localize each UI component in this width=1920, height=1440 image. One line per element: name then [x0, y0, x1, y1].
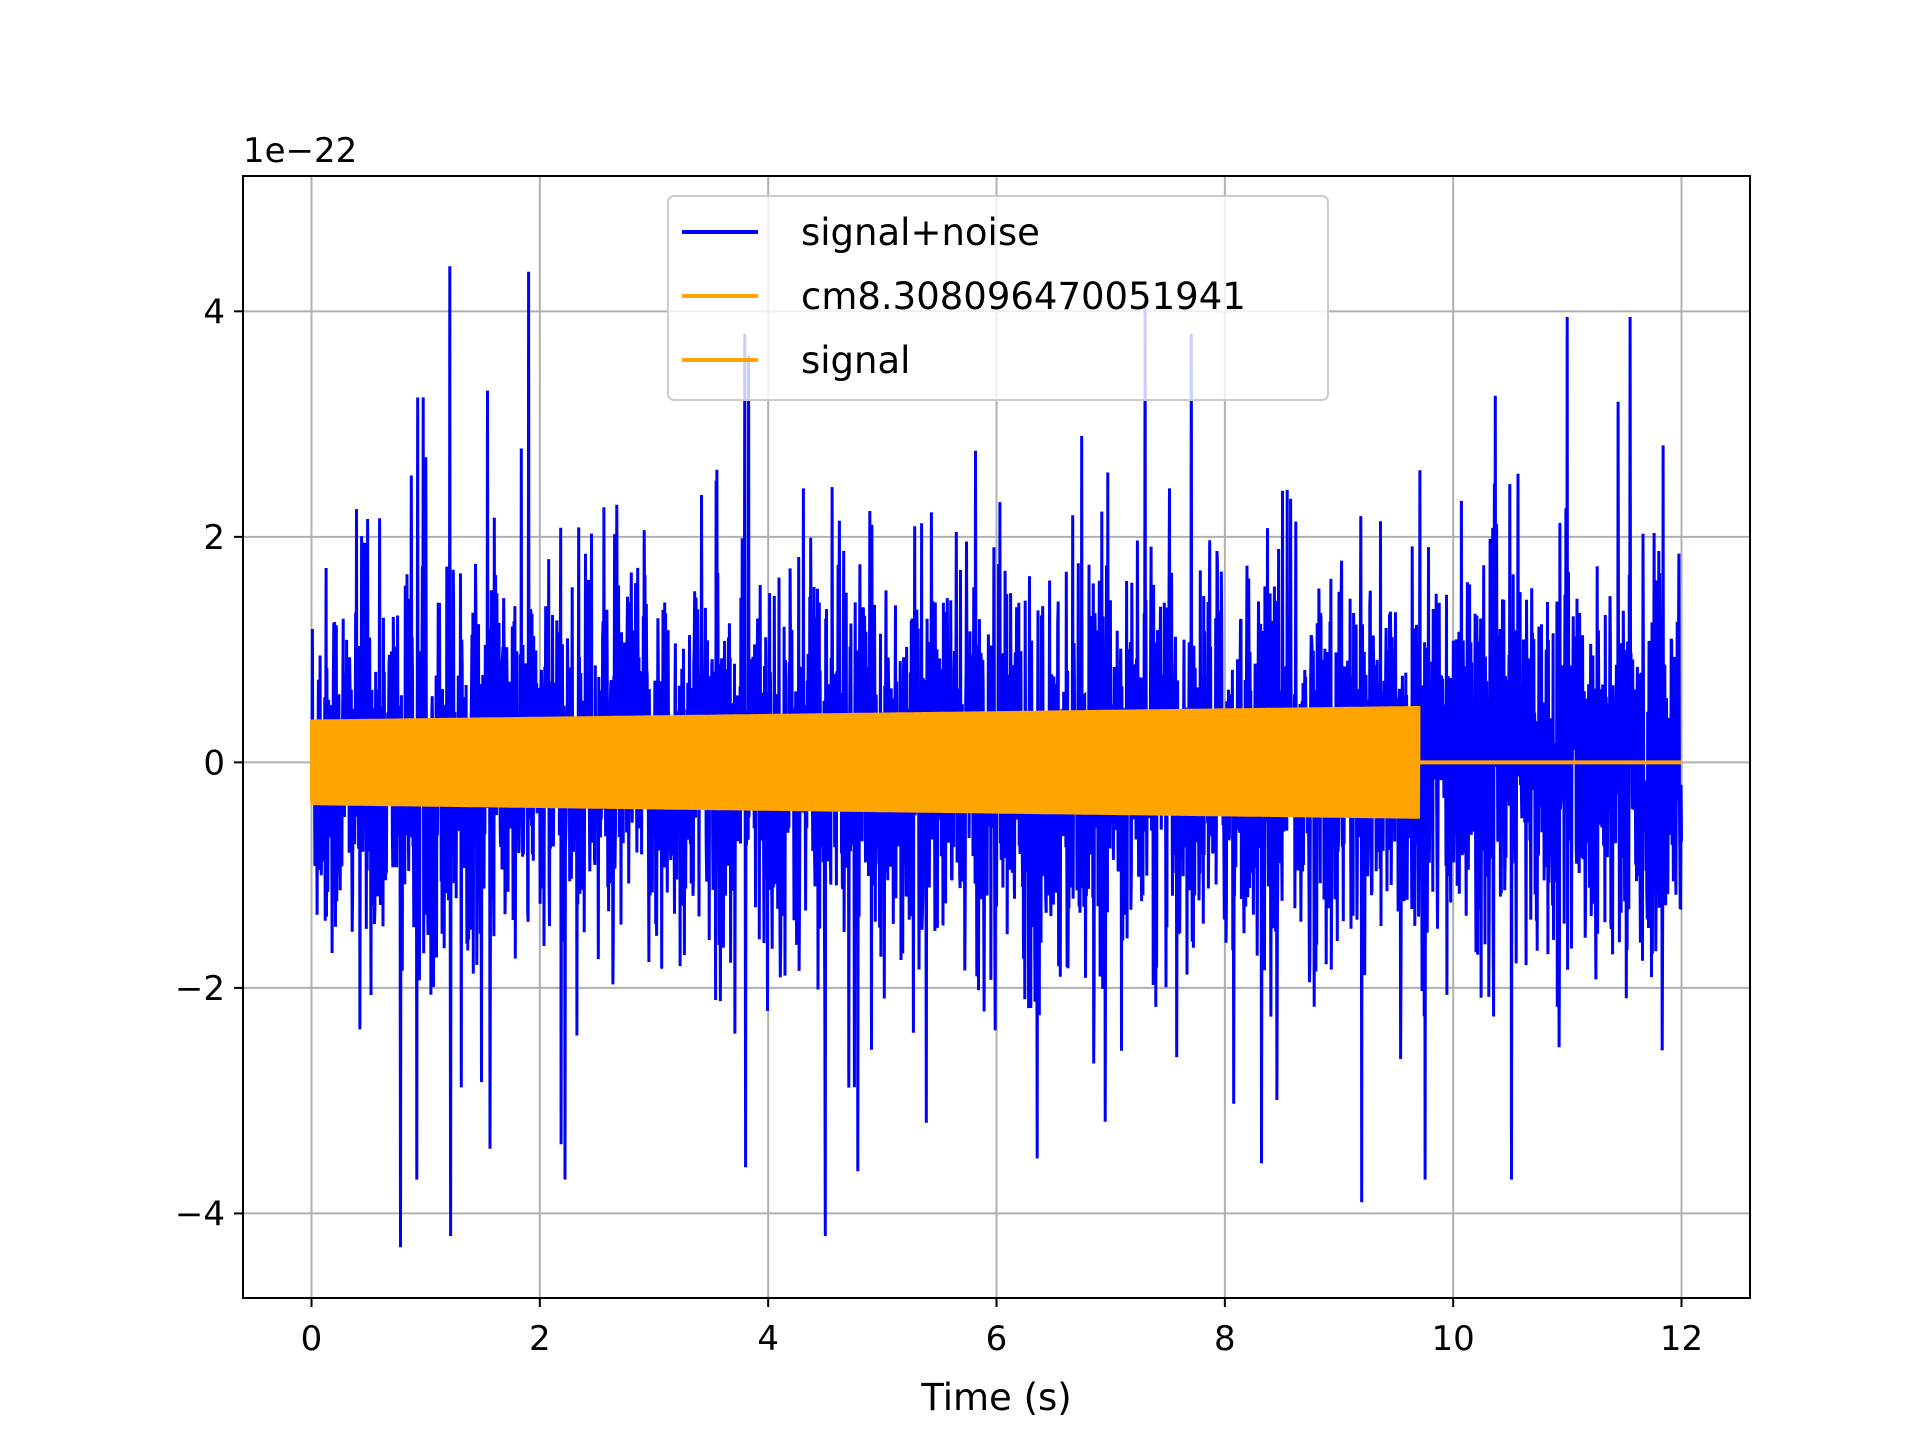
y-tick-label: 0: [203, 743, 225, 783]
legend: signal+noise cm8.308096470051941 signal: [667, 195, 1329, 401]
legend-box: [667, 195, 1329, 401]
y-tick-label: 2: [203, 518, 225, 558]
x-tick-label: 2: [529, 1319, 551, 1359]
series-layer: [310, 266, 1683, 1248]
x-tick-label: 12: [1660, 1319, 1703, 1359]
y-tick-label: −2: [175, 969, 225, 1009]
legend-label-signal-noise: signal+noise: [801, 211, 1040, 254]
x-tick-label: 4: [757, 1319, 779, 1359]
x-tick-label: 6: [986, 1319, 1008, 1359]
legend-label-signal: signal: [801, 339, 910, 382]
legend-label-cm: cm8.308096470051941: [801, 275, 1246, 318]
y-tick-label: 4: [203, 292, 225, 332]
x-tick-label: 10: [1432, 1319, 1475, 1359]
tick-layer: 0 2 4 6 8 10 12 −4 −2 0 2 4: [175, 292, 1703, 1359]
series-signal-noise-line: [310, 266, 1683, 1248]
y-tick-label: −4: [175, 1194, 225, 1234]
x-tick-label: 0: [301, 1319, 323, 1359]
y-offset-label: 1e−22: [243, 131, 357, 171]
x-axis-title: Time (s): [920, 1376, 1071, 1419]
series-signal-line: [310, 705, 1682, 819]
x-tick-label: 8: [1214, 1319, 1236, 1359]
